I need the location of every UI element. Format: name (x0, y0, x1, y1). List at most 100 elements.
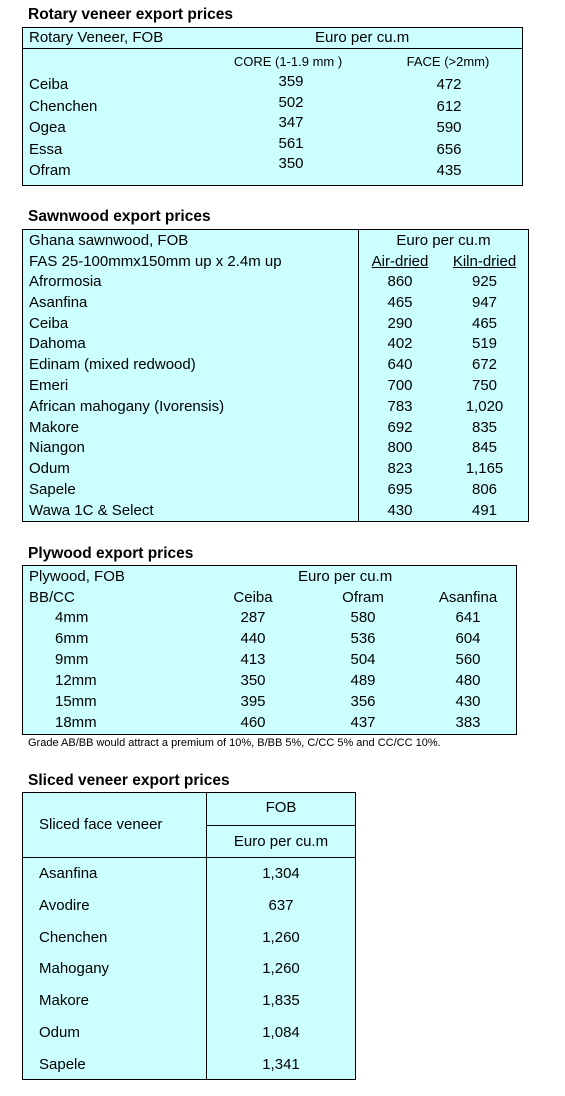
sawnwood-kiln-price: 806 (471, 481, 498, 498)
sliced-col-divider (206, 793, 207, 1079)
plywood-header-unit: Euro per cu.m (298, 568, 393, 585)
sliced-price: 1,835 (262, 992, 300, 1010)
sawnwood-air-price: 465 (387, 293, 413, 311)
sawnwood-air-price: 692 (387, 418, 413, 436)
sawnwood-kiln-price: 947 (471, 293, 498, 311)
sliced-header-fob: FOB (265, 799, 297, 816)
sawnwood-air-price: 290 (387, 314, 413, 332)
sawnwood-kiln-price: 845 (471, 439, 498, 457)
rotary-face-price: 612 (436, 97, 462, 115)
plywood-thickness: 15mm (55, 693, 97, 710)
sliced-header-mid-line (207, 825, 355, 826)
sliced-price: 1,084 (262, 1024, 300, 1041)
sliced-price: 1,260 (262, 960, 300, 978)
rotary-core-price: 502 (278, 93, 304, 111)
sawnwood-kiln-price: 750 (471, 377, 498, 394)
sliced-species: Sapele (39, 1055, 86, 1073)
sawnwood-air-price: 700 (387, 377, 413, 394)
rotary-core-price: 359 (278, 73, 304, 90)
plywood-note: Grade AB/BB would attract a premium of 1… (28, 737, 441, 749)
plywood-ceiba-price: 440 (240, 630, 266, 647)
rotary-col-face: FACE (>2mm) (406, 54, 490, 69)
sawnwood-species: Sapele (29, 481, 76, 498)
sawnwood-species: Asanfina (29, 293, 88, 311)
plywood-col-ofram: Ofram (342, 589, 384, 606)
plywood-ofram-price: 437 (350, 714, 376, 731)
sawnwood-species: Makore (29, 418, 80, 436)
sliced-header-left: Sliced face veneer (39, 816, 163, 833)
rotary-species: Ceiba (29, 76, 69, 93)
sawnwood-header-unit: Euro per cu.m (396, 232, 491, 249)
sliced-header-bottom-line (23, 857, 355, 858)
sawnwood-table: Ghana sawnwood, FOB Euro per cu.m FAS 25… (22, 229, 529, 522)
plywood-asanfina-price: 383 (455, 714, 481, 731)
plywood-thickness: 9mm (55, 651, 89, 668)
sliced-price: 1,304 (262, 865, 300, 882)
rotary-species: Essa (29, 140, 63, 158)
rotary-species: Chenchen (29, 97, 98, 115)
plywood-ofram-price: 356 (350, 693, 376, 710)
sliced-table: Sliced face veneer FOB Euro per cu.m Asa… (22, 792, 356, 1080)
plywood-ceiba-price: 413 (240, 651, 266, 668)
sawnwood-species: African mahogany (Ivorensis) (29, 397, 225, 415)
plywood-thickness: 6mm (55, 630, 89, 647)
plywood-ceiba-price: 350 (240, 672, 266, 689)
rotary-header-unit: Euro per cu.m (315, 29, 410, 46)
plywood-header-left: Plywood, FOB (29, 568, 125, 585)
sliced-price: 637 (268, 896, 294, 914)
sawnwood-kiln-price: 519 (471, 335, 498, 353)
sawnwood-kiln-price: 835 (471, 418, 498, 436)
sawnwood-kiln-price: 1,020 (465, 397, 504, 415)
sawnwood-spec: FAS 25-100mmx150mm up x 2.4m up (29, 253, 282, 270)
plywood-title: Plywood export prices (28, 545, 194, 562)
sawnwood-species: Emeri (29, 377, 69, 394)
sawnwood-kiln-price: 1,165 (465, 460, 504, 478)
sawnwood-air-price: 800 (387, 439, 413, 457)
rotary-core-price: 347 (278, 114, 304, 131)
sliced-header-unit: Euro per cu.m (233, 833, 329, 850)
plywood-thickness: 4mm (55, 609, 89, 626)
plywood-asanfina-price: 641 (455, 609, 481, 626)
sliced-species: Makore (39, 992, 90, 1010)
sliced-species: Asanfina (39, 865, 98, 882)
plywood-ofram-price: 580 (350, 609, 376, 626)
plywood-asanfina-price: 430 (455, 693, 481, 710)
sliced-species: Mahogany (39, 960, 110, 978)
sawnwood-col-divider (358, 230, 359, 521)
plywood-thickness: 12mm (55, 672, 97, 689)
plywood-grade: BB/CC (29, 589, 75, 606)
rotary-face-price: 590 (436, 119, 462, 136)
plywood-ceiba-price: 395 (240, 693, 266, 710)
sawnwood-air-price: 402 (387, 335, 413, 353)
rotary-col-core: CORE (1-1.9 mm ) (233, 54, 343, 69)
plywood-ceiba-price: 460 (240, 714, 266, 731)
sawnwood-species: Dahoma (29, 335, 86, 353)
sawnwood-species: Odum (29, 460, 70, 478)
sawnwood-air-price: 695 (387, 481, 413, 498)
sawnwood-species: Niangon (29, 439, 85, 457)
rotary-core-price: 561 (278, 134, 304, 152)
sliced-species: Avodire (39, 896, 90, 914)
rotary-table: Rotary Veneer, FOB Euro per cu.m CORE (1… (22, 27, 523, 186)
sawnwood-air-price: 783 (387, 397, 413, 415)
sawnwood-air-price: 860 (387, 273, 413, 290)
rotary-title: Rotary veneer export prices (28, 6, 234, 23)
sliced-species: Chenchen (39, 928, 108, 946)
sliced-species: Odum (39, 1024, 80, 1041)
plywood-asanfina-price: 604 (455, 630, 481, 647)
sawnwood-kiln-price: 672 (471, 356, 498, 374)
sliced-price: 1,341 (262, 1055, 300, 1073)
plywood-col-asanfina: Asanfina (438, 589, 498, 606)
sawnwood-species: Edinam (mixed redwood) (29, 356, 196, 374)
sawnwood-species: Ceiba (29, 314, 69, 332)
plywood-ofram-price: 504 (350, 651, 376, 668)
plywood-col-ceiba: Ceiba (233, 589, 273, 606)
rotary-species: Ogea (29, 119, 66, 136)
sawnwood-col-air: Air-dried (371, 253, 429, 270)
sawnwood-air-price: 640 (387, 356, 413, 374)
sawnwood-title: Sawnwood export prices (28, 208, 211, 225)
rotary-species: Ofram (29, 162, 71, 179)
plywood-asanfina-price: 560 (455, 651, 481, 668)
rotary-core-price: 350 (278, 155, 304, 172)
sawnwood-air-price: 430 (387, 501, 413, 519)
